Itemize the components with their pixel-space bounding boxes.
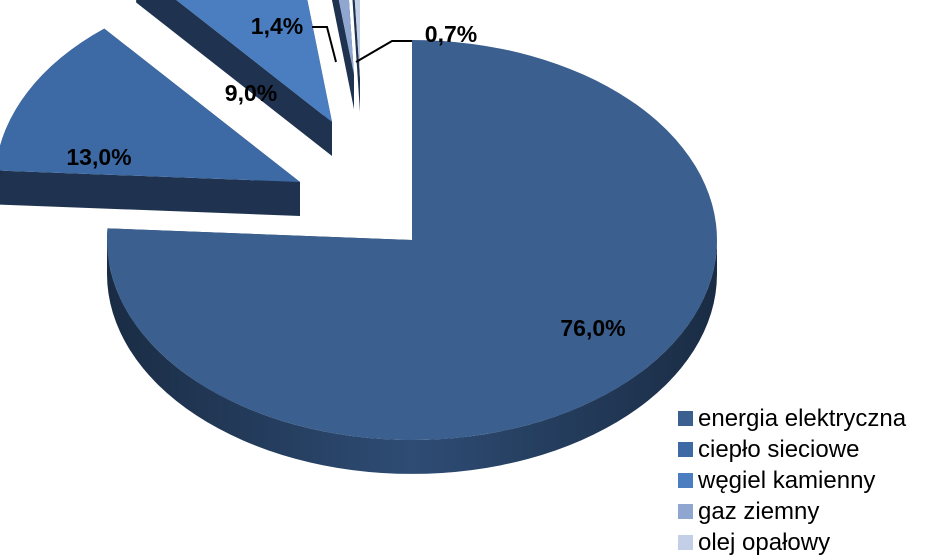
legend-item-cieplo-sieciowe: ciepło sieciowe bbox=[678, 434, 906, 465]
slice-wegiel-kamienny bbox=[176, 0, 332, 122]
slice-rim-energia-elektryczna bbox=[107, 240, 717, 474]
legend-item-energia-elektryczna: energia elektryczna bbox=[678, 403, 906, 434]
slice-energia-elektryczna bbox=[106, 40, 717, 441]
legend-item-olej-opalowy: olej opałowy bbox=[678, 527, 906, 558]
legend-label: energia elektryczna bbox=[698, 405, 907, 432]
legend-label: węgiel kamienny bbox=[698, 467, 876, 494]
data-label-olej-opalowy: 0,7% bbox=[425, 21, 477, 47]
slice-gaz-ziemny bbox=[338, 0, 354, 75]
slice-cieplo-sieciowe bbox=[0, 28, 300, 182]
legend-swatch bbox=[678, 535, 693, 550]
data-label-gaz-ziemny: 1,4% bbox=[251, 13, 303, 39]
legend-swatch bbox=[678, 442, 693, 457]
slice-side-start-olej-opalowy bbox=[352, 0, 360, 112]
leader-line-gaz-ziemny bbox=[312, 26, 337, 63]
legend-swatch bbox=[678, 473, 693, 488]
leader-line-olej-opalowy bbox=[355, 40, 412, 63]
data-label-cieplo-sieciowe: 13,0% bbox=[66, 144, 131, 170]
legend-label: olej opałowy bbox=[698, 529, 831, 556]
slice-olej-opalowy bbox=[354, 0, 360, 78]
slice-side-start-wegiel-kamienny bbox=[136, 0, 332, 156]
legend-swatch bbox=[678, 504, 693, 519]
legend-label: gaz ziemny bbox=[698, 498, 820, 525]
slice-rim-back-wegiel-kamienny bbox=[136, 0, 142, 3]
slice-side-start-gaz-ziemny bbox=[331, 0, 354, 109]
legend-swatch bbox=[678, 411, 693, 426]
legend-label: ciepło sieciowe bbox=[698, 436, 860, 463]
legend-item-gaz-ziemny: gaz ziemny bbox=[678, 496, 906, 527]
data-label-wegiel-kamienny: 9,0% bbox=[225, 80, 277, 106]
slice-side-start-cieplo-sieciowe bbox=[0, 170, 300, 216]
data-label-energia-elektryczna: 76,0% bbox=[560, 315, 625, 341]
legend: energia elektryczna ciepło sieciowe węgi… bbox=[678, 403, 906, 558]
legend-item-wegiel-kamienny: węgiel kamienny bbox=[678, 465, 906, 496]
